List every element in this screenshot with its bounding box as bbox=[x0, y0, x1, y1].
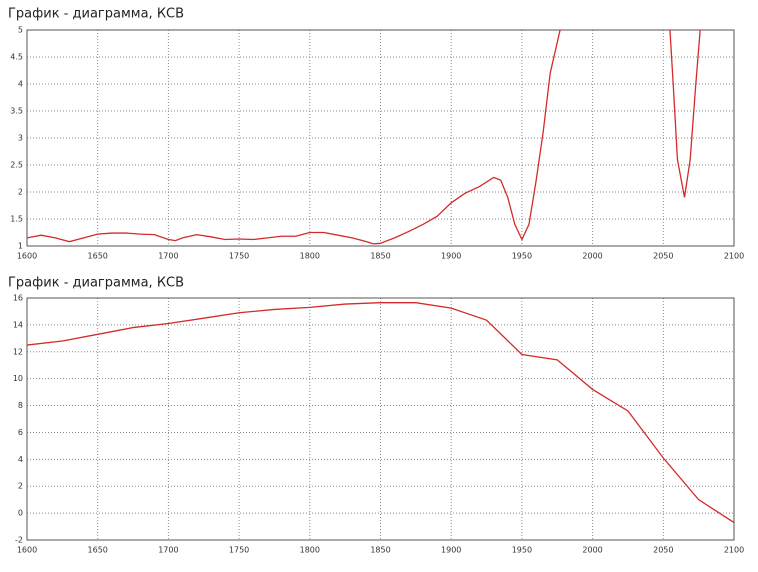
x-tick-label: 1900 bbox=[441, 252, 461, 261]
chart-title: График - диаграмма, КСВ bbox=[8, 7, 184, 22]
x-tick-label: 1650 bbox=[88, 252, 108, 261]
x-tick-label: 2000 bbox=[582, 252, 602, 261]
y-tick-label: -2 bbox=[15, 536, 23, 545]
y-tick-label: 8 bbox=[18, 401, 23, 410]
y-tick-label: 2.5 bbox=[10, 161, 23, 170]
x-tick-label: 1850 bbox=[370, 546, 390, 555]
plot-frame bbox=[26, 29, 735, 247]
x-tick-label: 1800 bbox=[300, 252, 320, 261]
chart: График - диаграмма, КСВ 1 1.5 2 2.5 3 3.5 4 4.5 5… bbox=[8, 7, 744, 261]
x-tick-label: 1700 bbox=[158, 546, 178, 555]
plot-frame bbox=[26, 297, 735, 541]
x-tick-label: 1750 bbox=[229, 546, 249, 555]
y-tick-label: 12 bbox=[13, 347, 23, 356]
x-tick-label: 2100 bbox=[724, 252, 744, 261]
x-tick-label: 1800 bbox=[300, 546, 320, 555]
y-tick-label: 14 bbox=[13, 320, 23, 329]
x-tick-label: 1600 bbox=[17, 252, 37, 261]
chart: График - диаграмма, КСВ -2 0 2 4 6 8 10 12 14 16 16… bbox=[8, 276, 744, 555]
y-tick-label: 16 bbox=[13, 294, 23, 303]
y-tick-label: 3 bbox=[18, 134, 23, 143]
x-tick-label: 2050 bbox=[653, 252, 673, 261]
y-tick-label: 3.5 bbox=[10, 107, 23, 116]
x-tick-label: 1650 bbox=[88, 546, 108, 555]
y-tick-label: 2 bbox=[18, 188, 23, 197]
y-tick-label: 5 bbox=[18, 26, 23, 35]
y-tick-label: 0 bbox=[18, 509, 23, 518]
x-tick-label: 1850 bbox=[370, 252, 390, 261]
y-tick-label: 1 bbox=[18, 242, 23, 251]
data-line bbox=[27, 30, 701, 245]
y-tick-label: 6 bbox=[18, 428, 23, 437]
x-tick-label: 2000 bbox=[582, 546, 602, 555]
chart-title: График - диаграмма, КСВ bbox=[8, 276, 184, 291]
x-tick-label: 1950 bbox=[512, 252, 532, 261]
x-tick-label: 1900 bbox=[441, 546, 461, 555]
x-tick-label: 1750 bbox=[229, 252, 249, 261]
y-tick-label: 10 bbox=[13, 374, 23, 383]
x-tick-label: 1700 bbox=[158, 252, 178, 261]
x-tick-label: 2100 bbox=[724, 546, 744, 555]
x-tick-label: 1950 bbox=[512, 546, 532, 555]
data-line bbox=[27, 302, 734, 524]
x-tick-label: 1600 bbox=[17, 546, 37, 555]
y-tick-label: 2 bbox=[18, 482, 23, 491]
y-tick-label: 4.5 bbox=[10, 53, 23, 62]
y-tick-label: 4 bbox=[18, 455, 23, 464]
y-tick-label: 1.5 bbox=[10, 215, 23, 224]
x-tick-label: 2050 bbox=[653, 546, 673, 555]
y-tick-label: 4 bbox=[18, 80, 23, 89]
